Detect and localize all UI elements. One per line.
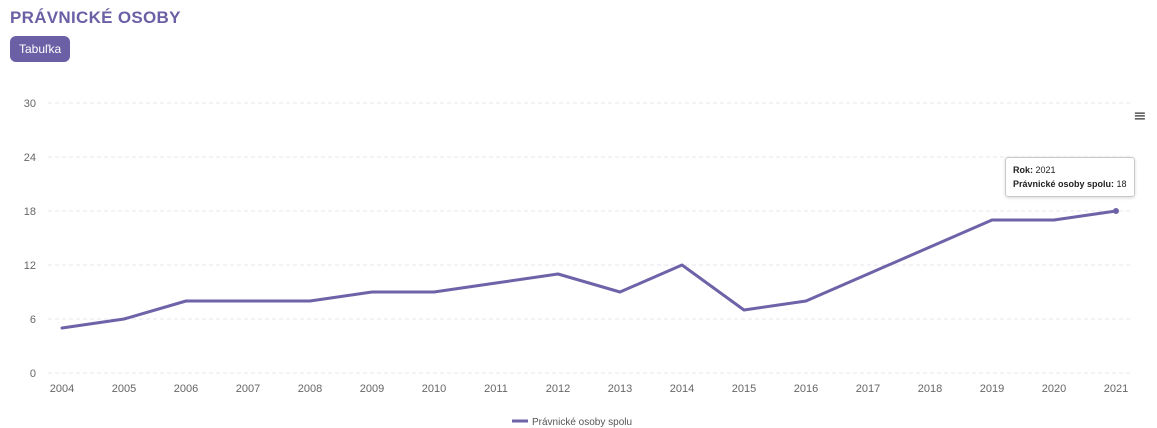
grid-lines — [48, 102, 1130, 374]
y-tick-label: 18 — [24, 206, 36, 218]
x-tick-label: 2012 — [546, 383, 570, 395]
data-point[interactable] — [618, 290, 622, 294]
x-tick-label: 2006 — [174, 383, 198, 395]
data-point[interactable] — [556, 272, 560, 276]
y-axis-ticks: 0 6 12 18 24 30 — [24, 98, 36, 380]
x-tick-label: 2017 — [856, 383, 880, 395]
x-axis-ticks: 2004 2005 2006 2007 2008 2009 2010 2011 2012 2013… — [50, 383, 1128, 395]
tooltip: Rok: 2021 Právnické osoby spolu: 18 — [1005, 157, 1135, 197]
x-tick-label: 2013 — [608, 383, 632, 395]
legend-label[interactable]: Právnické osoby spolu — [532, 417, 632, 428]
data-point[interactable] — [1052, 218, 1056, 222]
y-tick-label: 6 — [30, 314, 36, 326]
y-tick-label: 30 — [24, 98, 36, 110]
data-point[interactable] — [866, 272, 870, 276]
x-tick-label: 2011 — [484, 383, 508, 395]
x-tick-label: 2016 — [794, 383, 818, 395]
data-point[interactable] — [680, 263, 684, 267]
highlighted-data-point[interactable] — [1113, 208, 1119, 214]
tooltip-year-label: Rok: — [1013, 165, 1033, 175]
x-tick-label: 2005 — [112, 383, 136, 395]
tooltip-series-label: Právnické osoby spolu: — [1013, 179, 1115, 189]
table-toggle-button[interactable]: Tabuľka — [10, 36, 71, 62]
data-point[interactable] — [122, 317, 126, 321]
page-title: PRÁVNICKÉ OSOBY — [10, 8, 181, 27]
y-tick-label: 24 — [24, 152, 36, 164]
x-tick-label: 2014 — [670, 383, 694, 395]
data-point[interactable] — [742, 308, 746, 312]
series-line[interactable] — [60, 209, 1118, 330]
x-tick-label: 2015 — [732, 383, 756, 395]
x-tick-label: 2019 — [980, 383, 1004, 395]
data-point[interactable] — [432, 290, 436, 294]
data-point[interactable] — [60, 326, 64, 330]
data-point[interactable] — [928, 245, 932, 249]
x-tick-label: 2004 — [50, 383, 74, 395]
tooltip-year-value: 2021 — [1035, 165, 1056, 175]
data-point[interactable] — [494, 281, 498, 285]
y-tick-label: 12 — [24, 260, 36, 272]
data-point[interactable] — [804, 299, 808, 303]
x-tick-label: 2021 — [1104, 383, 1128, 395]
x-tick-label: 2008 — [298, 383, 322, 395]
x-tick-label: 2018 — [918, 383, 942, 395]
x-tick-label: 2009 — [360, 383, 384, 395]
data-point[interactable] — [308, 299, 312, 303]
x-tick-label: 2020 — [1042, 383, 1066, 395]
data-point[interactable] — [370, 290, 374, 294]
legend[interactable]: Právnické osoby spolu — [512, 417, 632, 428]
y-tick-label: 0 — [30, 368, 36, 380]
tooltip-series-value: 18 — [1116, 179, 1127, 189]
data-point[interactable] — [246, 299, 250, 303]
x-tick-label: 2010 — [422, 383, 446, 395]
x-tick-label: 2007 — [236, 383, 260, 395]
hamburger-menu-icon[interactable]: ≡ — [1133, 105, 1147, 125]
data-point[interactable] — [184, 299, 188, 303]
data-point[interactable] — [990, 218, 994, 222]
series-layer — [60, 208, 1119, 330]
